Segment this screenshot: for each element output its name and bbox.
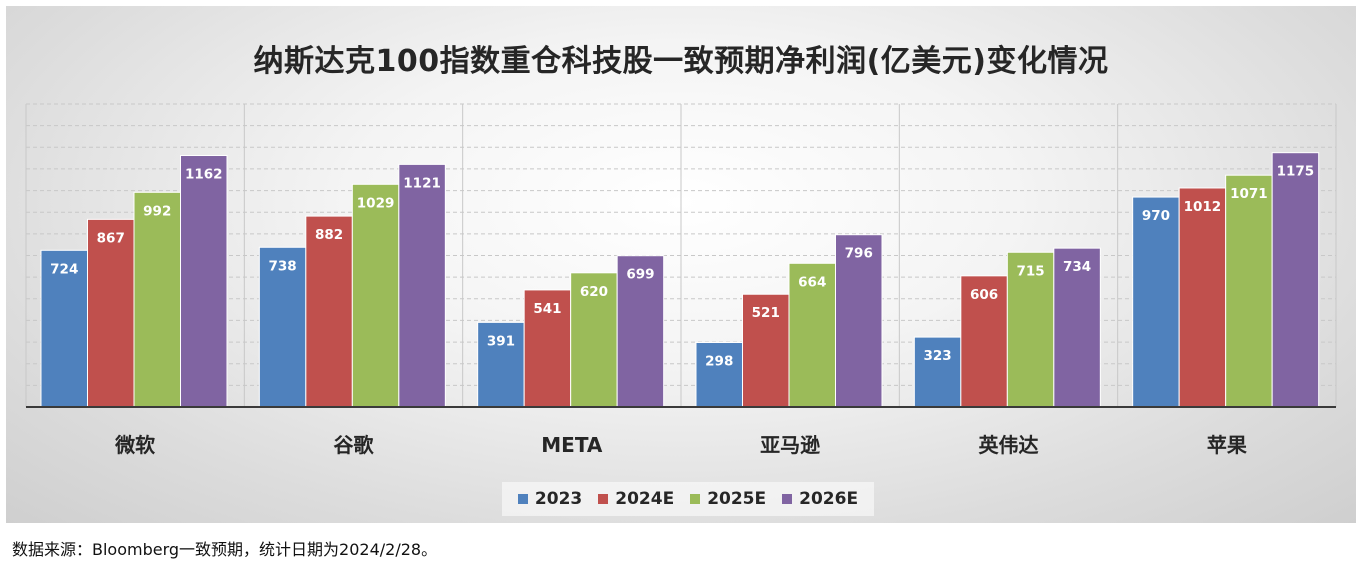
- bar: [180, 155, 228, 408]
- data-label: 867: [97, 230, 125, 246]
- data-label: 796: [845, 246, 873, 262]
- data-label: 323: [923, 348, 951, 364]
- bar: [133, 191, 181, 408]
- bar: [1006, 251, 1055, 408]
- category-label: 英伟达: [979, 433, 1039, 457]
- data-label: 992: [143, 203, 171, 219]
- bar: [742, 293, 790, 408]
- data-label: 734: [1063, 259, 1091, 275]
- legend-item: 2026E: [782, 489, 858, 509]
- data-label: 724: [50, 261, 78, 277]
- legend-item: 2024E: [598, 489, 674, 509]
- legend-label: 2024E: [615, 489, 675, 509]
- data-label: 1162: [185, 167, 223, 183]
- category-label: META: [541, 433, 603, 457]
- data-label: 699: [626, 267, 654, 283]
- source-note: 数据来源：Bloomberg一致预期，统计日期为2024/2/28。: [12, 540, 438, 559]
- bar: [616, 255, 665, 408]
- legend-swatch: [690, 494, 701, 504]
- data-label: 738: [268, 258, 296, 274]
- category-label: 亚马逊: [760, 433, 820, 457]
- data-label: 882: [315, 227, 343, 243]
- bar: [695, 342, 743, 408]
- category-label: 微软: [114, 433, 155, 457]
- bar: [1271, 152, 1320, 408]
- data-label: 1121: [403, 175, 441, 191]
- bar-chart: 724 867 992 1162 微软 738 882 1029 1121 谷歌 391 541 620…: [25, 103, 1337, 457]
- legend-label: 2023: [534, 489, 583, 509]
- data-label: 521: [752, 305, 780, 321]
- data-label: 664: [798, 274, 826, 290]
- bar: [477, 321, 525, 408]
- bar: [351, 183, 400, 408]
- legend-label: 2025E: [707, 489, 767, 509]
- bar: [788, 262, 836, 408]
- legend: 2023 2024E 2025E 2026E: [502, 482, 874, 516]
- legend-label: 2026E: [799, 489, 859, 509]
- legend-item: 2025E: [690, 489, 766, 509]
- bar: [398, 163, 446, 408]
- data-label: 1012: [1184, 199, 1222, 215]
- data-label: 620: [580, 284, 608, 300]
- category-label: 苹果: [1207, 433, 1247, 457]
- data-label: 715: [1016, 263, 1044, 279]
- chart-title: 纳斯达克100指数重仓科技股一致预期净利润(亿美元)变化情况: [253, 44, 1109, 79]
- legend-swatch: [598, 494, 609, 504]
- bar: [1132, 196, 1180, 408]
- data-label: 970: [1142, 208, 1170, 224]
- data-label: 1071: [1230, 186, 1268, 202]
- bar: [1053, 247, 1101, 408]
- data-label: 1175: [1277, 164, 1315, 180]
- data-label: 1029: [357, 195, 395, 211]
- bar: [960, 275, 1008, 408]
- category-label: 谷歌: [334, 433, 375, 457]
- legend-swatch: [782, 494, 793, 504]
- bar: [835, 234, 883, 408]
- legend-swatch: [517, 494, 528, 504]
- bar: [1225, 174, 1273, 408]
- data-label: 606: [970, 287, 998, 303]
- data-label: 541: [533, 301, 561, 317]
- bar: [258, 246, 307, 408]
- data-label: 391: [487, 333, 515, 349]
- legend-item: 2023: [517, 489, 583, 509]
- chart-panel: 纳斯达克100指数重仓科技股一致预期净利润(亿美元)变化情况 724 867 992…: [6, 6, 1356, 523]
- bar: [1178, 187, 1227, 408]
- data-label: 298: [705, 354, 733, 370]
- bar: [305, 215, 353, 408]
- bar: [87, 218, 135, 408]
- bar: [913, 336, 962, 408]
